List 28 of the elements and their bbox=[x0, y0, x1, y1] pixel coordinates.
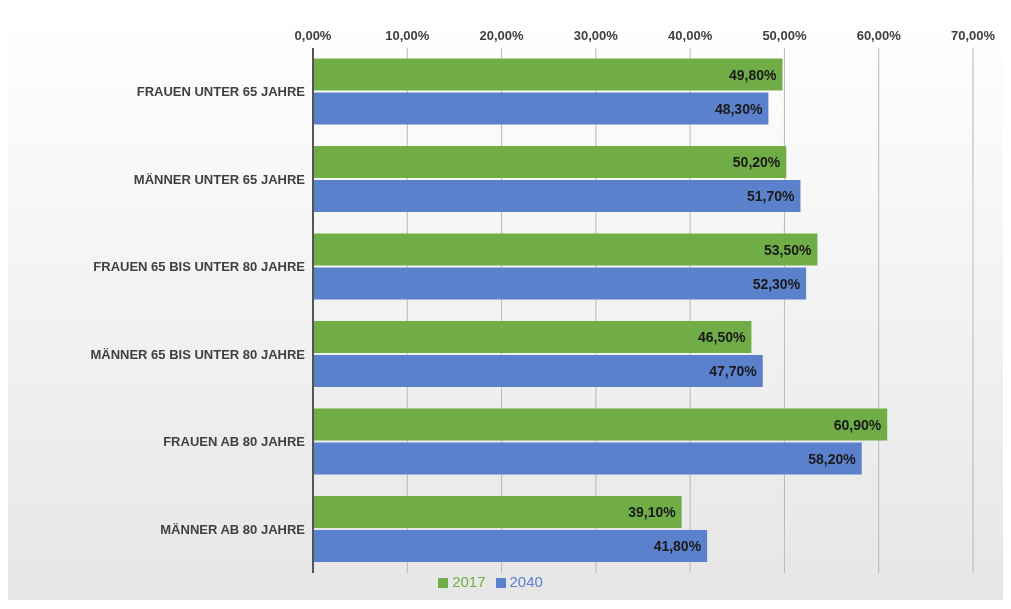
x-tick-label: 0,00% bbox=[294, 28, 332, 43]
legend-label: 2040 bbox=[509, 573, 543, 590]
data-label: 46,50% bbox=[697, 329, 746, 345]
data-label: 41,80% bbox=[653, 538, 702, 554]
data-label: 58,20% bbox=[808, 450, 857, 467]
x-tick-label: 30,00% bbox=[573, 28, 619, 43]
x-tick-label: 50,00% bbox=[762, 28, 807, 43]
y-tick-label: MÄNNER 65 BIS UNTER 80 JAHRE bbox=[90, 346, 306, 362]
x-tick-label: 40,00% bbox=[668, 28, 713, 43]
y-tick-label: FRAUEN UNTER 65 JAHRE bbox=[136, 84, 306, 100]
data-label: 39,10% bbox=[628, 504, 677, 520]
y-tick-label: MÄNNER UNTER 65 JAHRE bbox=[133, 171, 306, 187]
y-tick-label: MÄNNER AB 80 JAHRE bbox=[160, 521, 306, 537]
data-label: 49,80% bbox=[729, 66, 778, 83]
x-tick-label: 70,00% bbox=[950, 28, 996, 43]
data-label: 52,30% bbox=[752, 275, 801, 292]
data-label: 60,90% bbox=[833, 416, 882, 433]
data-label: 53,50% bbox=[763, 241, 812, 258]
x-tick-label: 10,00% bbox=[385, 28, 430, 43]
data-label: 50,20% bbox=[732, 154, 781, 170]
x-tick-label: 20,00% bbox=[479, 28, 525, 43]
data-label: 48,30% bbox=[714, 100, 763, 117]
data-label: 47,70% bbox=[709, 363, 758, 379]
x-tick-label: 60,00% bbox=[856, 28, 902, 43]
y-tick-label: FRAUEN 65 BIS UNTER 80 JAHRE bbox=[93, 259, 306, 275]
legend-label: 2017 bbox=[452, 573, 486, 590]
y-tick-label: FRAUEN AB 80 JAHRE bbox=[163, 434, 306, 450]
data-label: 51,70% bbox=[746, 188, 796, 204]
